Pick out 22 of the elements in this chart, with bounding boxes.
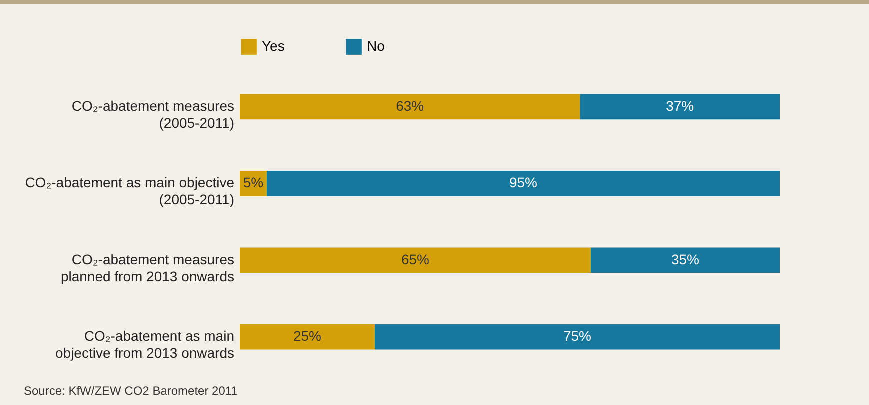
data-label: 65% xyxy=(401,251,430,268)
y-tick-label: CO₂-abatement as main objective from 2013 onwards xyxy=(56,328,234,362)
bar xyxy=(240,94,580,120)
y-tick-label: CO₂-abatement measures (2005-2011) xyxy=(72,98,234,131)
data-label: 37% xyxy=(666,98,694,114)
source-note: Source: KfW/ZEW CO2 Barometer 2011 xyxy=(24,384,238,398)
legend-label: No xyxy=(367,38,386,54)
bar xyxy=(267,171,780,196)
legend-label: Yes xyxy=(262,38,285,54)
bar xyxy=(580,94,780,120)
bar xyxy=(591,248,780,273)
data-label: 5% xyxy=(243,174,264,191)
y-tick-label: CO₂-abatement measures planned from 2013 onwards xyxy=(60,251,234,284)
data-label: 25% xyxy=(293,328,322,344)
data-label: 95% xyxy=(509,174,538,191)
data-label: 35% xyxy=(671,251,700,268)
bar xyxy=(240,248,591,273)
y-tick-label: CO₂-abatement as main objective (2005-2011) xyxy=(25,174,235,208)
data-label: 63% xyxy=(396,98,424,114)
bar xyxy=(375,324,780,350)
data-label: 75% xyxy=(563,328,592,344)
bar xyxy=(240,324,375,350)
